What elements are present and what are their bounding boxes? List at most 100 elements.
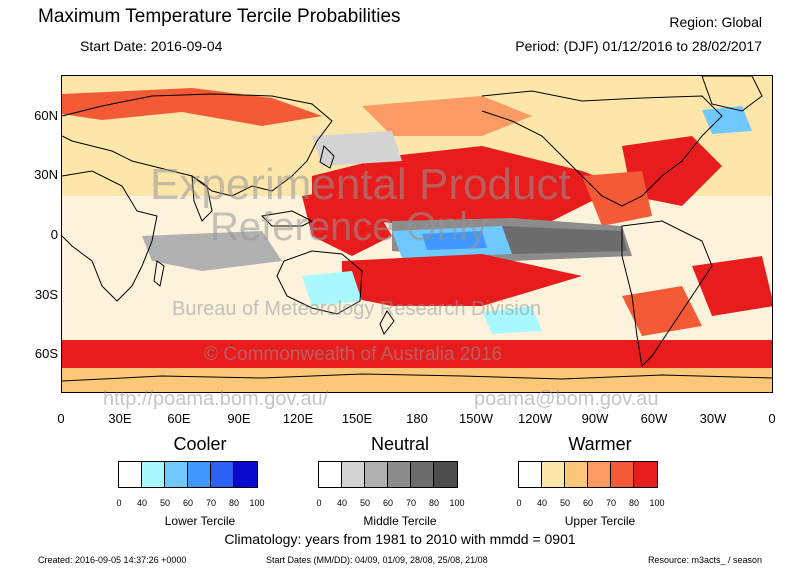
- swatch-neutral-2: [365, 462, 388, 487]
- anomaly-patches: [62, 76, 772, 392]
- legend-tick-cooler-2: 50: [159, 498, 171, 508]
- period-label: Period: (DJF) 01/12/2016 to 28/02/2017: [515, 38, 762, 54]
- coast-africa: [62, 170, 158, 302]
- lat-label-60s: 60S: [34, 346, 58, 361]
- patch-equatorial-dark: [502, 226, 627, 254]
- swatch-neutral-0: [319, 462, 342, 487]
- legend-neutral: Neutral 0 40 50 60 70 80 100 Middle Tercile: [316, 434, 482, 528]
- patch-atlantic-red: [622, 136, 722, 206]
- patch-south-america-red: [622, 286, 702, 336]
- lon-label-30w: 30W: [699, 411, 727, 426]
- swatch-cooler-2: [165, 462, 188, 487]
- legend-tick-neutral-0: 0: [316, 498, 322, 508]
- legend-tick-neutral-1: 40: [336, 498, 348, 508]
- legend-title-neutral: Neutral: [370, 434, 430, 454]
- lon-label-120w: 120W: [518, 411, 552, 426]
- legend-tick-warmer-2: 50: [559, 498, 571, 508]
- swatch-cooler-0: [119, 462, 142, 487]
- coastlines: [62, 76, 772, 382]
- start-date-label: Start Date: 2016-09-04: [80, 38, 223, 54]
- legend-swatches-neutral: [318, 461, 458, 488]
- patch-south-pacific-cool: [482, 306, 542, 334]
- legend-tick-warmer-3: 60: [582, 498, 594, 508]
- patch-pacific-red-north: [312, 146, 622, 226]
- swatch-neutral-5: [434, 462, 457, 487]
- coast-antarctica: [62, 373, 772, 382]
- coast-greenland: [701, 76, 763, 112]
- coast-new-zealand: [379, 310, 395, 336]
- legend-tick-neutral-2: 50: [359, 498, 371, 508]
- legend-title-cooler: Cooler: [173, 434, 227, 454]
- coast-north-america: [481, 90, 723, 207]
- legend-tick-warmer-5: 80: [628, 498, 640, 508]
- patch-arctic-red: [62, 88, 322, 126]
- coast-japan: [319, 145, 335, 169]
- lat-label-60n: 60N: [34, 108, 58, 123]
- legend-tick-neutral-6: 100: [449, 498, 465, 508]
- page-title: Maximum Temperature Tercile Probabilitie…: [38, 6, 401, 27]
- swatch-warmer-5: [634, 462, 657, 487]
- lon-label-120e: 120E: [282, 411, 314, 426]
- start-dates-note: Start Dates (MM/DD): 04/09, 01/09, 28/08…: [266, 555, 488, 565]
- lon-label-60e: 60E: [167, 411, 191, 426]
- patch-siberia-neutral: [312, 131, 402, 166]
- legend-tick-neutral-5: 80: [428, 498, 440, 508]
- coast-india: [191, 175, 213, 222]
- patch-north-pacific-red: [362, 96, 532, 136]
- legend-subtitle-neutral: Middle Tercile: [363, 514, 437, 528]
- patch-indian-neutral: [142, 231, 282, 271]
- swatch-warmer-2: [565, 462, 588, 487]
- legend-tick-cooler-1: 40: [136, 498, 148, 508]
- lon-label-180: 180: [406, 411, 428, 426]
- swatch-cooler-1: [142, 462, 165, 487]
- legend-tick-cooler-4: 70: [205, 498, 217, 508]
- lat-label-30s: 30S: [34, 287, 58, 302]
- lon-label-60w: 60W: [640, 411, 668, 426]
- swatch-neutral-4: [411, 462, 434, 487]
- legend-tick-warmer-6: 100: [649, 498, 665, 508]
- lon-label-90e: 90E: [227, 411, 251, 426]
- legend-swatches-warmer: [518, 461, 658, 488]
- legend-cooler: Cooler 0 40 50 60 70 80 100 Lower Tercile: [116, 434, 282, 528]
- coast-australia: [276, 250, 363, 315]
- legend-tick-cooler-5: 80: [228, 498, 240, 508]
- swatch-warmer-4: [611, 462, 634, 487]
- swatch-warmer-0: [519, 462, 542, 487]
- legend-swatches-cooler: [118, 461, 258, 488]
- patch-south-atlantic-red: [692, 256, 772, 316]
- resource-note: Resource: m3acts_ / season: [647, 555, 762, 565]
- patch-equatorial-cool-core: [422, 231, 487, 250]
- legend-tick-neutral-3: 60: [382, 498, 394, 508]
- swatch-warmer-3: [588, 462, 611, 487]
- coast-eurasia: [62, 93, 333, 197]
- swatch-cooler-4: [211, 462, 234, 487]
- swatch-neutral-1: [342, 462, 365, 487]
- legend-tick-warmer-4: 70: [605, 498, 617, 508]
- probability-map: [61, 75, 773, 393]
- swatch-cooler-3: [188, 462, 211, 487]
- swatch-cooler-5: [234, 462, 257, 487]
- lon-label-0-east: 0: [768, 411, 776, 426]
- legend-tick-warmer-0: 0: [516, 498, 522, 508]
- lon-label-30e: 30E: [108, 411, 132, 426]
- patch-north-atlantic-cool: [702, 106, 752, 134]
- swatch-warmer-1: [542, 462, 565, 487]
- swatch-neutral-3: [388, 462, 411, 487]
- legend-ticks-warmer: 0 40 50 60 70 80 100: [516, 498, 682, 510]
- legend-tick-cooler-6: 100: [249, 498, 265, 508]
- legend-warmer: Warmer 0 40 50 60 70 80 100 Upper Tercile: [516, 434, 682, 528]
- patch-southern-ocean-red: [62, 340, 772, 368]
- climatology-note: Climatology: years from 1981 to 2010 wit…: [224, 531, 576, 547]
- coast-south-america: [621, 220, 713, 368]
- patch-south-pacific-red: [342, 254, 582, 306]
- legend-tick-cooler-3: 60: [182, 498, 194, 508]
- coast-madagascar: [153, 260, 165, 287]
- patch-gulf-red: [582, 171, 652, 226]
- legend-tick-cooler-0: 0: [116, 498, 122, 508]
- legend-tick-warmer-1: 40: [536, 498, 548, 508]
- legend-tick-neutral-4: 70: [405, 498, 417, 508]
- lat-label-30n: 30N: [34, 167, 58, 182]
- legend-subtitle-cooler: Lower Tercile: [164, 514, 236, 528]
- coast-indonesia: [260, 210, 314, 227]
- patch-southern-ocean-light: [62, 368, 772, 392]
